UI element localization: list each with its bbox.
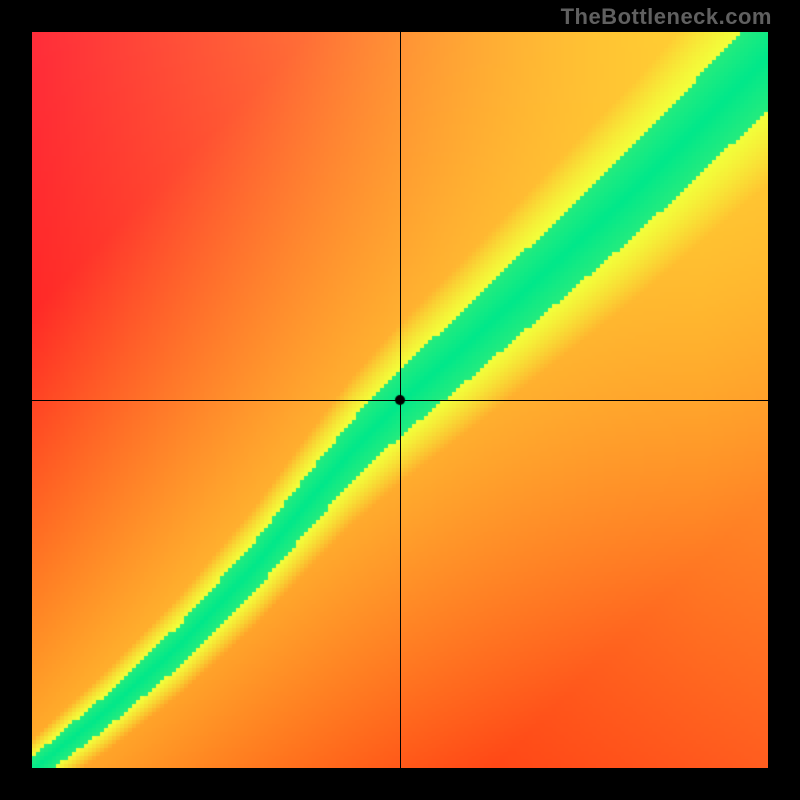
watermark-text: TheBottleneck.com xyxy=(561,4,772,30)
crosshair-horizontal xyxy=(32,400,768,401)
